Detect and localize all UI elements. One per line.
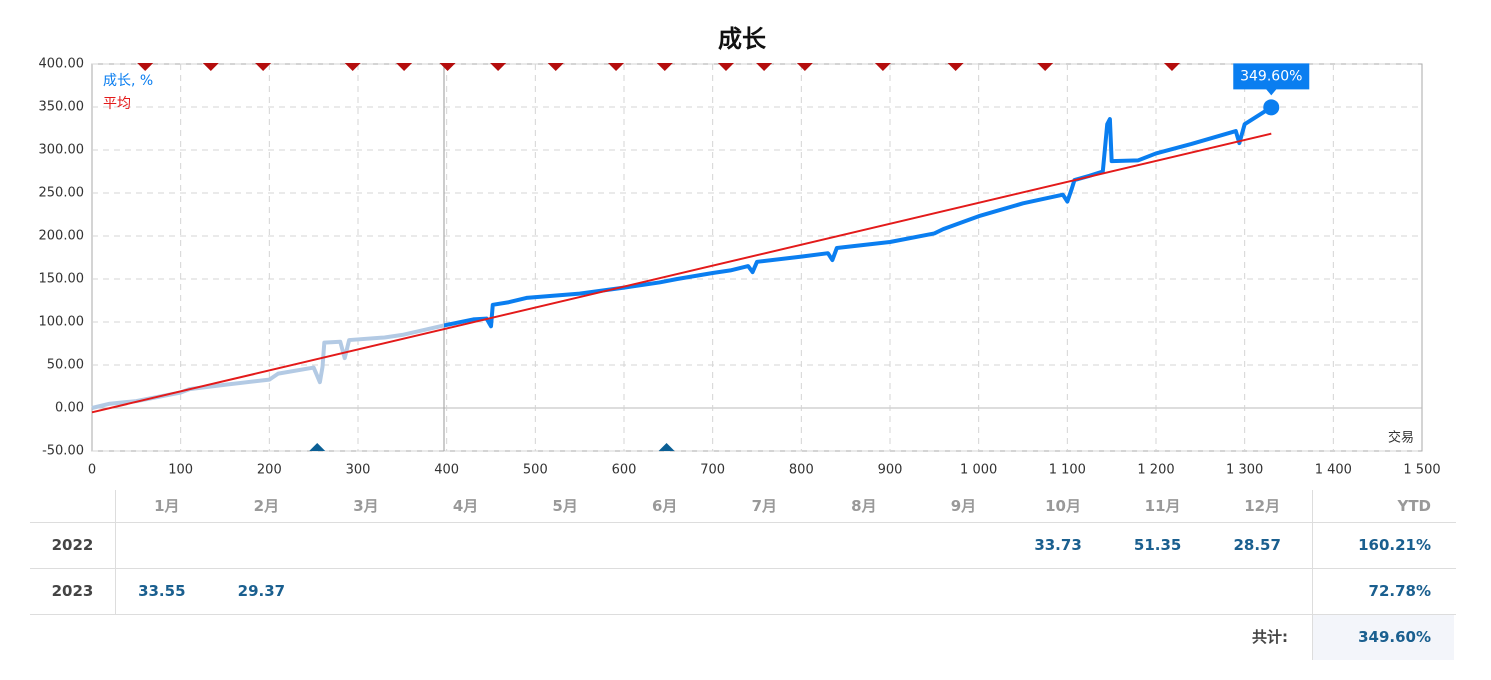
col-divider — [1312, 490, 1313, 660]
total-value: 349.60% — [1358, 628, 1431, 646]
y-tick-label: 150.00 — [39, 272, 85, 287]
month-value: 33.73 — [1034, 536, 1082, 554]
top-marker — [137, 63, 154, 71]
row-divider — [30, 568, 1456, 569]
legend-entry: 成长, % — [103, 73, 153, 89]
month-value: 28.57 — [1233, 536, 1281, 554]
chart-title: 成长 — [718, 25, 767, 53]
average-line — [91, 132, 1272, 414]
month-header: 5月 — [552, 497, 578, 515]
month-header: 3月 — [353, 497, 379, 515]
top-marker — [255, 63, 272, 71]
top-marker — [344, 63, 361, 71]
x-axis-label: 交易 — [1388, 430, 1414, 446]
x-tick-label: 900 — [878, 463, 903, 478]
top-marker — [947, 63, 964, 71]
bottom-marker — [658, 443, 675, 451]
row-divider — [30, 522, 1456, 523]
x-tick-label: 800 — [789, 463, 814, 478]
monthly-table: 1月 2月 3月 4月 5月 6月 7月 8月 9月 10月 11月 12月 YTD 2022 33.73 5… — [0, 490, 1491, 680]
x-tick-label: 1 300 — [1226, 463, 1263, 478]
year-label: 2023 — [51, 582, 94, 600]
x-tick-label: 1 200 — [1137, 463, 1174, 478]
y-tick-label: 300.00 — [39, 143, 85, 158]
x-tick-label: 0 — [88, 463, 96, 478]
month-header: 4月 — [452, 497, 479, 515]
month-header: 10月 — [1045, 497, 1081, 515]
month-header: 9月 — [950, 497, 977, 515]
ytd-header: YTD — [1397, 497, 1431, 515]
x-tick-label: 700 — [700, 463, 725, 478]
ytd-value: 72.78% — [1368, 582, 1431, 600]
x-tick-label: 1 100 — [1049, 463, 1086, 478]
month-header: 12月 — [1244, 497, 1281, 515]
month-header: 8月 — [851, 497, 877, 515]
bottom-marker — [309, 443, 326, 451]
y-tick-label: -50.00 — [42, 444, 84, 459]
x-tick-label: 1 400 — [1315, 463, 1352, 478]
year-label: 2022 — [51, 536, 94, 554]
top-marker — [756, 63, 773, 71]
row-divider — [30, 614, 1456, 615]
top-marker — [608, 63, 625, 71]
ytd-value: 160.21% — [1358, 536, 1431, 554]
x-tick-label: 200 — [257, 463, 282, 478]
month-header: 6月 — [651, 497, 678, 515]
legend-entry: 平均 — [103, 96, 131, 112]
value-label: 349.60% — [1240, 68, 1302, 84]
month-value: 33.55 — [138, 582, 186, 600]
top-marker — [796, 63, 813, 71]
top-marker — [202, 63, 219, 71]
month-header: 2月 — [253, 497, 280, 515]
top-marker — [656, 63, 673, 71]
x-tick-label: 1 000 — [960, 463, 997, 478]
y-tick-label: 350.00 — [39, 100, 85, 115]
x-tick-label: 500 — [523, 463, 548, 478]
x-tick-label: 600 — [612, 463, 637, 478]
y-tick-label: 250.00 — [39, 186, 85, 201]
top-marker — [439, 63, 456, 71]
chart: 成长 -50.00 0.00 50.00 100.00 150.00 200.00 250.… — [39, 25, 1441, 478]
top-marker — [1163, 63, 1180, 71]
top-marker — [396, 63, 413, 71]
x-tick-label: 100 — [168, 463, 193, 478]
total-label: 共计: — [1252, 628, 1288, 646]
x-tick-label: 300 — [346, 463, 371, 478]
growth-line — [91, 105, 1273, 410]
month-header: 11月 — [1144, 497, 1181, 515]
month-header: 1月 — [154, 497, 180, 515]
plot-area — [91, 63, 1423, 452]
col-divider — [115, 490, 116, 614]
x-tick-label: 400 — [434, 463, 459, 478]
month-value: 51.35 — [1133, 536, 1182, 554]
month-value: 29.37 — [237, 582, 286, 600]
month-header: 7月 — [751, 497, 777, 515]
x-tick-label: 1 500 — [1403, 463, 1440, 478]
total-bg — [1313, 615, 1454, 660]
top-marker — [1037, 63, 1054, 71]
label-box — [1233, 63, 1310, 96]
top-marker — [547, 63, 564, 71]
y-tick-label: 400.00 — [39, 57, 85, 72]
y-tick-label: 100.00 — [39, 315, 85, 330]
end-point — [1263, 99, 1280, 116]
y-tick-label: 200.00 — [39, 229, 85, 244]
top-marker — [490, 63, 507, 71]
y-tick-label: 0.00 — [55, 401, 84, 416]
top-marker — [717, 63, 734, 71]
y-tick-label: 50.00 — [47, 358, 84, 373]
top-marker — [874, 63, 891, 71]
